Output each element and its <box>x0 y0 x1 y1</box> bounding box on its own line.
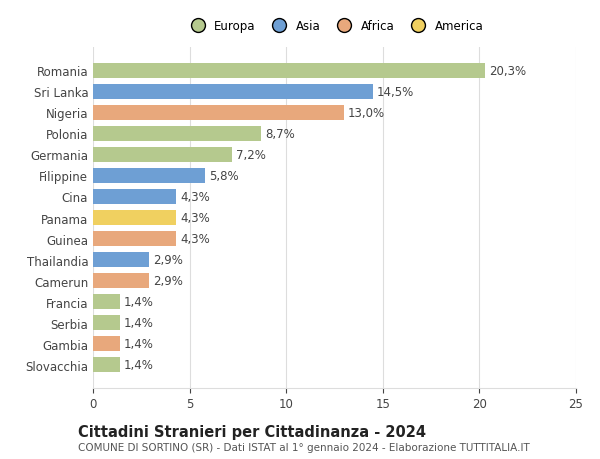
Text: 1,4%: 1,4% <box>124 296 154 308</box>
Bar <box>93 231 176 246</box>
Text: 7,2%: 7,2% <box>236 149 266 162</box>
Text: 5,8%: 5,8% <box>209 169 239 183</box>
Text: 4,3%: 4,3% <box>180 190 209 203</box>
Text: Cittadini Stranieri per Cittadinanza - 2024: Cittadini Stranieri per Cittadinanza - 2… <box>78 425 426 440</box>
Bar <box>93 64 485 79</box>
Bar <box>93 127 261 142</box>
Text: 2,9%: 2,9% <box>153 274 183 287</box>
Text: 4,3%: 4,3% <box>180 233 209 246</box>
Bar <box>93 252 149 268</box>
Bar <box>93 274 149 289</box>
Bar <box>93 190 176 205</box>
Bar <box>93 336 120 352</box>
Text: 14,5%: 14,5% <box>377 86 414 99</box>
Bar <box>93 294 120 309</box>
Bar <box>93 84 373 100</box>
Text: 1,4%: 1,4% <box>124 316 154 330</box>
Bar <box>93 211 176 225</box>
Text: 4,3%: 4,3% <box>180 212 209 224</box>
Bar <box>93 357 120 372</box>
Bar <box>93 168 205 184</box>
Text: 20,3%: 20,3% <box>489 65 526 78</box>
Text: 1,4%: 1,4% <box>124 358 154 371</box>
Text: 8,7%: 8,7% <box>265 128 295 140</box>
Bar <box>93 147 232 162</box>
Text: 2,9%: 2,9% <box>153 253 183 267</box>
Legend: Europa, Asia, Africa, America: Europa, Asia, Africa, America <box>181 15 488 38</box>
Text: 1,4%: 1,4% <box>124 337 154 350</box>
Text: 13,0%: 13,0% <box>348 106 385 120</box>
Text: COMUNE DI SORTINO (SR) - Dati ISTAT al 1° gennaio 2024 - Elaborazione TUTTITALIA: COMUNE DI SORTINO (SR) - Dati ISTAT al 1… <box>78 442 530 452</box>
Bar <box>93 106 344 121</box>
Bar <box>93 315 120 330</box>
